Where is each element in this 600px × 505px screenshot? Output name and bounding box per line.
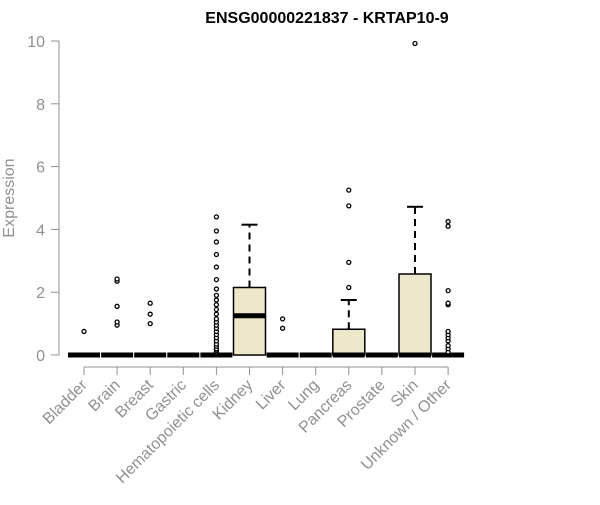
outlier-point (346, 284, 352, 291)
box-group (332, 187, 366, 358)
outlier-point (445, 342, 451, 349)
outlier-point (213, 316, 220, 322)
outlier-point (213, 302, 220, 308)
outlier-point (445, 218, 451, 225)
box (398, 273, 432, 356)
outlier-point (445, 223, 451, 229)
box-group (68, 328, 100, 358)
box-group (398, 40, 432, 358)
box-group (266, 316, 299, 358)
outlier-point (213, 251, 220, 258)
outlier-point (147, 311, 153, 317)
y-tick-label: 2 (36, 285, 45, 302)
box-series (68, 40, 465, 358)
x-tick-label: Bladder (40, 376, 91, 427)
outlier-point (346, 259, 352, 266)
outlier-point (213, 264, 220, 270)
outlier-point (114, 276, 120, 282)
outlier-point (213, 228, 220, 234)
y-axis-label: Expression (1, 158, 18, 237)
outlier-point (279, 316, 286, 322)
box-group (101, 276, 134, 358)
outlier-point (213, 311, 220, 317)
y-tick-label: 10 (27, 34, 45, 51)
outlier-point (213, 297, 220, 303)
box-group (200, 214, 233, 358)
y-axis: 0 2 4 6 8 10 (27, 34, 60, 365)
y-tick-label: 6 (36, 160, 45, 177)
outlier-point (346, 187, 352, 193)
box-group (432, 218, 465, 358)
box-group (134, 300, 167, 358)
y-tick-label: 4 (36, 222, 45, 239)
outlier-point (445, 287, 451, 294)
outlier-point (213, 214, 220, 220)
outlier-point (213, 286, 220, 292)
box (332, 328, 366, 356)
y-tick-label: 8 (36, 97, 45, 114)
outlier-point (213, 292, 220, 298)
outlier-point (114, 319, 120, 325)
outlier-point (213, 276, 220, 283)
outlier-point (445, 328, 451, 335)
outlier-point (213, 239, 220, 245)
outlier-point (213, 306, 220, 313)
outlier-point (81, 328, 87, 335)
box (232, 286, 267, 356)
outlier-point (279, 325, 286, 331)
x-tick-label: Liver (253, 376, 290, 413)
outlier-point (445, 300, 451, 306)
box-group (232, 223, 267, 356)
y-tick-label: 0 (36, 348, 45, 365)
outlier-point (114, 303, 120, 309)
outlier-point (412, 40, 418, 47)
chart-title: ENSG00000221837 - KRTAP10-9 (205, 10, 448, 27)
outlier-point (346, 203, 352, 209)
outlier-point (147, 320, 153, 327)
outlier-point (147, 300, 153, 306)
